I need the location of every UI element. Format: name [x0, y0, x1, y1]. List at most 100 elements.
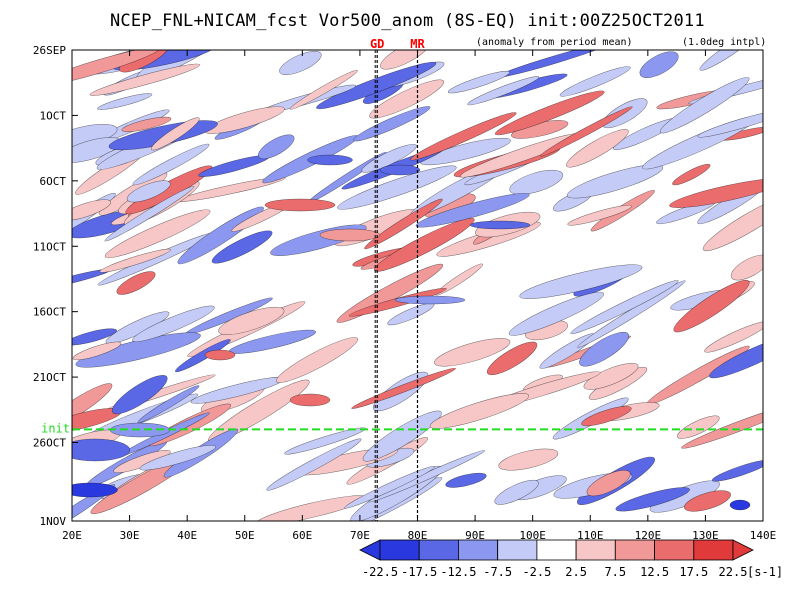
- location-markers: GD MR: [370, 37, 425, 521]
- anomaly-streaks: [72, 50, 763, 521]
- x-axis-ticks: 20E 30E 40E 50E 60E 70E 80E 90E 100E 110E 120E 130E…: [62, 50, 776, 542]
- colorbar-label: 2.5: [565, 565, 587, 579]
- anomaly-patch: [669, 178, 763, 208]
- anomaly-patch: [257, 134, 295, 160]
- init-line-group: init: [41, 421, 763, 435]
- anomaly-patch: [72, 341, 122, 361]
- anomaly-patch: [218, 306, 285, 335]
- colorbar-swatch: [693, 539, 734, 561]
- anomaly-patch-strong: [379, 164, 421, 176]
- anomaly-patch: [351, 367, 456, 409]
- anomaly-patch: [566, 129, 629, 168]
- colorbar-label: -17.5: [401, 565, 437, 579]
- anomaly-patch-strong: [204, 349, 236, 361]
- anomaly-note: (anomaly from period mean): [476, 37, 633, 48]
- anomaly-patch: [659, 77, 750, 134]
- anomaly-patch-strong: [469, 220, 531, 230]
- anomaly-patch: [364, 198, 443, 250]
- anomaly-patch: [284, 427, 366, 455]
- x-tick-label: 60E: [292, 529, 312, 542]
- anomaly-patch: [494, 90, 605, 136]
- anomaly-patch: [494, 479, 539, 505]
- colorbar-label: -12.5: [440, 565, 476, 579]
- anomaly-patch: [435, 263, 483, 296]
- anomaly-patch: [566, 164, 664, 199]
- anomaly-patch: [72, 199, 111, 221]
- anomaly-patch: [99, 248, 171, 273]
- colorbar-swatch: [418, 539, 459, 561]
- anomaly-patch: [104, 209, 211, 259]
- anomaly-patch: [72, 328, 117, 346]
- anomaly-patch: [639, 51, 679, 78]
- colorbar-label: -2.5: [522, 565, 551, 579]
- colorbar-max-arrow: [732, 539, 754, 561]
- anomaly-patch: [570, 280, 679, 335]
- anomaly-patch: [344, 465, 436, 509]
- colorbar-label: -7.5: [483, 565, 512, 579]
- anomaly-patch: [697, 109, 763, 138]
- colorbar: -22.5 -17.5 -12.5 -7.5 -2.5 2.5 7.5 12.5 17.5 22.…: [359, 539, 783, 579]
- anomaly-patch: [410, 112, 517, 161]
- y-tick-label: 16OCT: [33, 306, 66, 319]
- x-tick-label: 130E: [692, 529, 719, 542]
- anomaly-patch: [586, 470, 631, 497]
- anomaly-patch: [681, 403, 763, 449]
- anomaly-patch: [137, 385, 200, 423]
- colorbar-label: 7.5: [604, 565, 626, 579]
- y-tick-label: 11OCT: [33, 240, 66, 253]
- colorbar-label: -22.5: [362, 565, 398, 579]
- anomaly-patch: [615, 487, 690, 512]
- anomaly-patch: [380, 50, 431, 70]
- anomaly-patch-strong: [72, 438, 131, 462]
- x-tick-label: 80E: [408, 529, 428, 542]
- anomaly-patch: [702, 194, 763, 252]
- y-tick-label: 21OCT: [33, 371, 66, 384]
- anomaly-patch: [126, 180, 171, 203]
- anomaly-patch: [415, 192, 530, 228]
- y-tick-label: 26SEP: [33, 44, 66, 57]
- anomaly-patch: [337, 165, 457, 210]
- anomaly-patch: [445, 472, 487, 488]
- anomaly-patch: [579, 331, 630, 367]
- anomaly-patch: [132, 143, 210, 186]
- anomaly-patch: [116, 271, 156, 295]
- anomaly-patch: [111, 375, 168, 415]
- anomaly-patch-strong: [319, 228, 381, 242]
- init-label: init: [41, 421, 70, 435]
- colorbar-label: 22.5: [719, 565, 748, 579]
- x-tick-label: 100E: [519, 529, 546, 542]
- anomaly-patch: [132, 305, 215, 342]
- anomaly-patch: [567, 205, 632, 226]
- anomaly-patch: [362, 410, 442, 462]
- colorbar-unit: [s-1]: [747, 565, 783, 579]
- marker-label: MR: [410, 37, 425, 51]
- colorbar-label: 17.5: [679, 565, 708, 579]
- anomaly-patch: [704, 321, 763, 353]
- anomaly-patch: [581, 406, 632, 427]
- marker-label: GD: [370, 37, 384, 51]
- colorbar-swatch: [575, 539, 616, 561]
- colorbar-swatch: [654, 539, 695, 561]
- x-tick-label: 90E: [465, 529, 485, 542]
- y-tick-label: 6OCT: [40, 175, 67, 188]
- anomaly-patch: [353, 106, 431, 142]
- anomaly-patch: [279, 50, 322, 76]
- anomaly-patch: [672, 163, 711, 186]
- anomaly-patch: [266, 438, 362, 491]
- colorbar-min-arrow: [359, 539, 381, 561]
- anomaly-patch-strong: [72, 482, 118, 498]
- colorbar-swatch: [614, 539, 655, 561]
- anomaly-patch: [369, 79, 445, 119]
- anomaly-patch: [709, 335, 763, 379]
- y-tick-label: 26OCT: [33, 437, 66, 450]
- y-axis-ticks: 26SEP 1OCT 6OCT 11OCT 16OCT 21OCT 26OCT 1NOV: [33, 44, 78, 528]
- x-tick-label: 50E: [235, 529, 255, 542]
- x-tick-label: 110E: [577, 529, 604, 542]
- x-tick-label: 120E: [635, 529, 662, 542]
- anomaly-patch: [434, 338, 511, 367]
- anomaly-patch: [699, 50, 758, 71]
- y-tick-label: 1NOV: [40, 515, 67, 528]
- x-tick-label: 30E: [120, 529, 140, 542]
- anomaly-patch: [89, 63, 201, 96]
